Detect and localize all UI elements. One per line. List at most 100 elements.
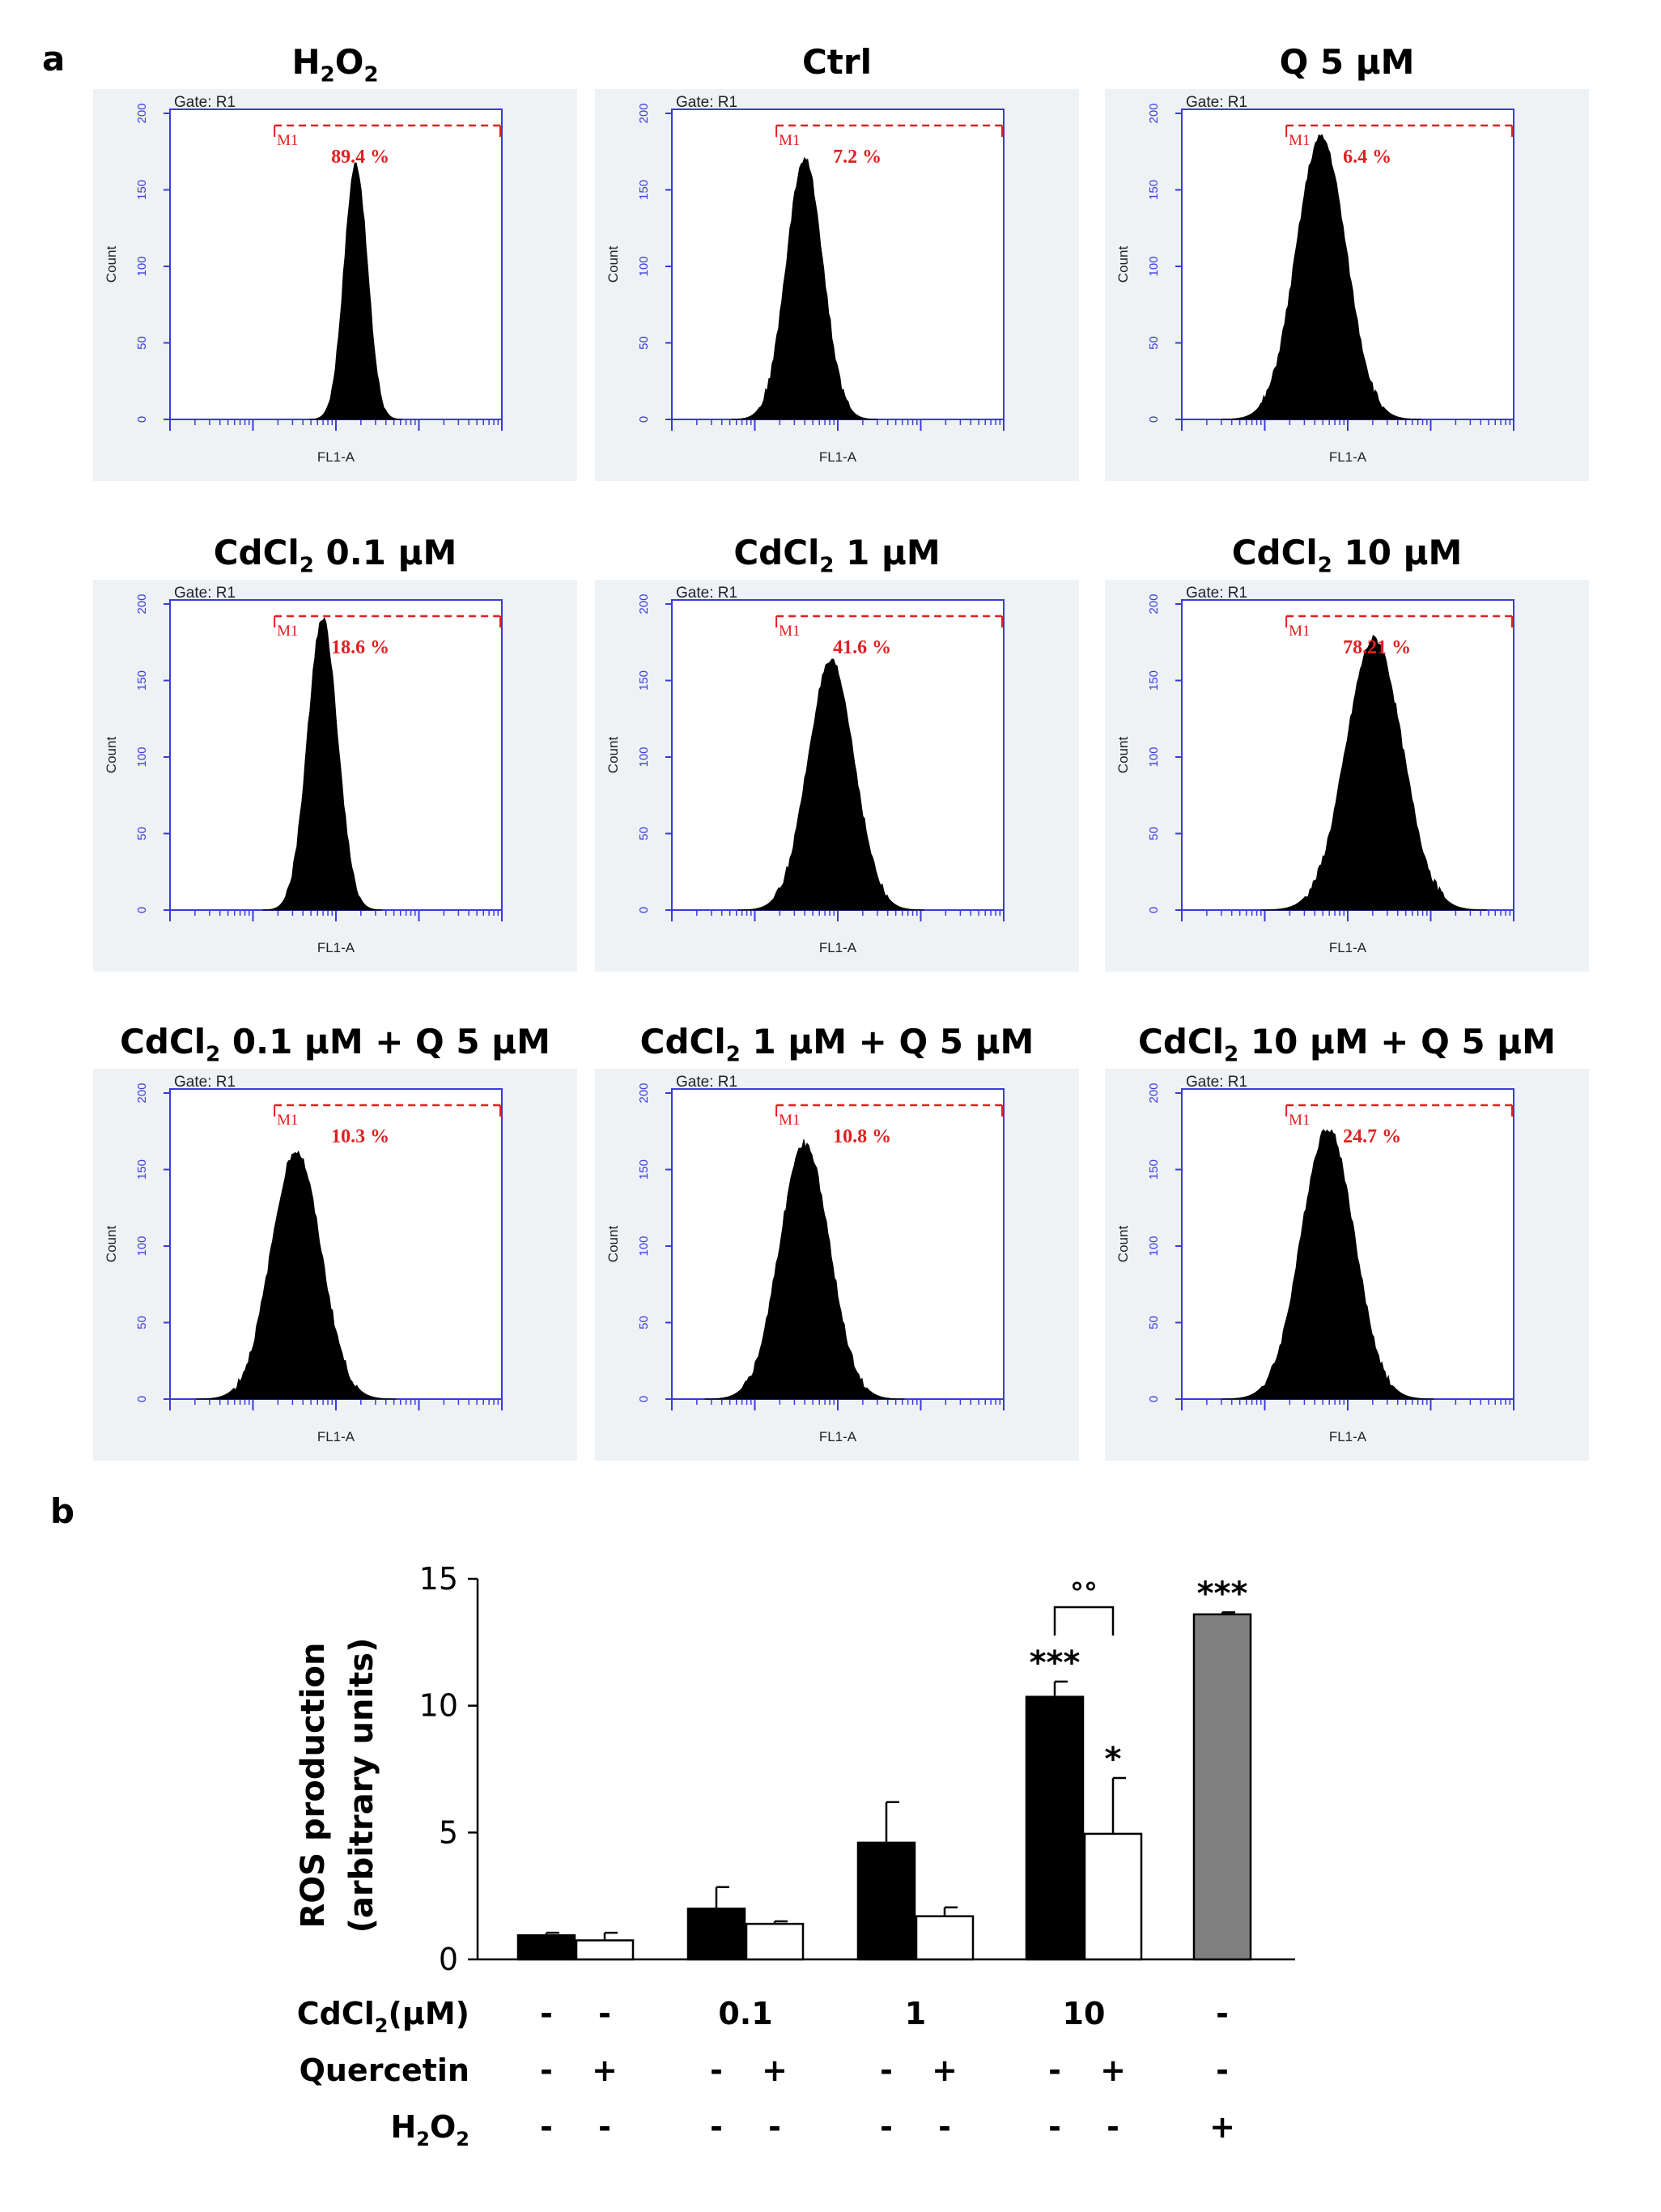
- histogram-plot: Gate: R1 0 50 100 150 200 Count FL1-A M1 78.21 %: [1105, 580, 1589, 972]
- y-tick-label: 150: [1147, 1159, 1161, 1180]
- percent-label: 7.2 %: [833, 147, 881, 168]
- row-value: +: [932, 2052, 958, 2088]
- y-tick-label: 50: [637, 1316, 651, 1329]
- histogram-svg: Gate: R1 0 50 100 150 200 Count FL1-A M1 7.2 %: [605, 94, 1005, 465]
- y-tick-label: 100: [1147, 1236, 1161, 1256]
- marker-label: M1: [1289, 132, 1310, 149]
- percent-label: 41.6 %: [833, 637, 891, 658]
- y-tick-label: 150: [637, 670, 651, 691]
- histogram-plot: Gate: R1 0 50 100 150 200 Count FL1-A M1 7.2 %: [595, 89, 1079, 481]
- histogram-cell: CdCl2 0.1 µM Gate: R1 0 50 100 150 200 Count FL1…: [93, 533, 577, 974]
- histogram-plot: Gate: R1 0 50 100 150 200 Count FL1-A M1 89.4 %: [93, 89, 577, 481]
- row-value: +: [592, 2052, 618, 2088]
- y-tick-label: 50: [135, 827, 149, 840]
- row-value: +: [762, 2052, 788, 2088]
- percent-label: 24.7 %: [1343, 1126, 1401, 1147]
- y-tick-label: 100: [1147, 256, 1161, 276]
- row-value: 0.1: [718, 1996, 772, 2031]
- marker-label: M1: [1289, 1112, 1310, 1129]
- histogram-cell: Ctrl Gate: R1 0 50 100 150 200 Count FL1-A M1 7.2 …: [595, 42, 1079, 483]
- y-tick-label: 200: [1147, 1083, 1161, 1103]
- histogram-svg: Gate: R1 0 50 100 150 200 Count FL1-A M1 24.7 %: [1115, 1074, 1514, 1444]
- x-axis-label: FL1-A: [317, 449, 355, 465]
- y-tick-label: 50: [135, 1316, 149, 1329]
- histogram-plot: Gate: R1 0 50 100 150 200 Count FL1-A M1 10.8 %: [595, 1069, 1079, 1461]
- y-axis-label: Count: [1115, 246, 1131, 283]
- row-label: Quercetin: [299, 2052, 469, 2088]
- histogram-title: CdCl2 1 µM: [733, 533, 941, 578]
- histogram-peak: [704, 1139, 905, 1400]
- histogram-peak: [1221, 1129, 1434, 1400]
- y-tick-label: 50: [637, 336, 651, 350]
- row-value: -: [710, 2109, 723, 2145]
- x-axis-label: FL1-A: [1329, 449, 1367, 465]
- row-value: -: [540, 2052, 553, 2088]
- histogram-plot: Gate: R1 0 50 100 150 200 Count FL1-A M1 18.6 %: [93, 580, 577, 972]
- y-tick-label: 150: [135, 670, 149, 691]
- histogram-svg: Gate: R1 0 50 100 150 200 Count FL1-A M1 89.4 %: [104, 94, 503, 465]
- y-axis-label: Count: [605, 737, 621, 774]
- y-tick-label: 100: [135, 256, 149, 276]
- x-axis-label: FL1-A: [317, 940, 355, 955]
- row-value: +: [1209, 2109, 1235, 2145]
- histogram-peak: [731, 156, 878, 420]
- gate-label: Gate: R1: [174, 94, 236, 111]
- row-value: -: [710, 2052, 723, 2088]
- comparison-bracket: [1053, 1606, 1115, 1636]
- bar: [686, 1908, 746, 1961]
- y-tick-label: 0: [1147, 907, 1161, 913]
- y-tick-label: 50: [1147, 336, 1161, 350]
- x-axis-label: FL1-A: [1329, 1429, 1367, 1444]
- y-tick-label: 0: [439, 1942, 458, 1977]
- row-value: -: [598, 1996, 611, 2031]
- histogram-cell: H2O2 Gate: R1 0 50 100 150 200 Count FL1-A M1 89.4…: [93, 42, 577, 483]
- histogram-svg: Gate: R1 0 50 100 150 200 Count FL1-A M1 10.3 %: [104, 1074, 503, 1444]
- bar: [915, 1915, 975, 1961]
- y-tick-label: 0: [135, 416, 149, 423]
- histogram-peak: [1221, 134, 1421, 420]
- marker-label: M1: [1289, 623, 1310, 640]
- row-value: 1: [905, 1996, 926, 2031]
- histogram-svg: Gate: R1 0 50 100 150 200 Count FL1-A M1 18.6 %: [104, 585, 503, 955]
- y-axis-label: Count: [605, 246, 621, 283]
- y-tick-label: 150: [135, 1159, 149, 1180]
- row-value: -: [598, 2109, 611, 2145]
- row-value: -: [880, 2052, 893, 2088]
- y-tick-label: 200: [135, 103, 149, 123]
- marker-label: M1: [779, 1112, 800, 1129]
- row-value: -: [1216, 2052, 1229, 2088]
- panel-a-letter: a: [42, 39, 66, 79]
- histogram-title: Ctrl: [801, 42, 872, 82]
- y-tick-label: 200: [637, 1083, 651, 1103]
- marker-label: M1: [277, 132, 298, 149]
- percent-label: 6.4 %: [1343, 147, 1391, 168]
- y-tick-label: 150: [637, 180, 651, 200]
- y-axis-label: Count: [104, 246, 119, 283]
- significance-label: ***: [1197, 1575, 1248, 1612]
- gate-label: Gate: R1: [174, 1074, 236, 1091]
- histogram-svg: Gate: R1 0 50 100 150 200 Count FL1-A M1 78.21 %: [1115, 585, 1514, 955]
- row-value: -: [768, 2109, 781, 2145]
- histogram-title: CdCl2 10 µM + Q 5 µM: [1138, 1022, 1556, 1067]
- row-value: -: [880, 2109, 893, 2145]
- histogram-plot: Gate: R1 0 50 100 150 200 Count FL1-A M1 10.3 %: [93, 1069, 577, 1461]
- histogram-title: CdCl2 10 µM: [1231, 533, 1463, 578]
- y-tick-label: 200: [1147, 593, 1161, 614]
- percent-label: 10.3 %: [331, 1126, 389, 1147]
- y-tick-label: 0: [135, 907, 149, 913]
- significance-label: *: [1105, 1741, 1122, 1778]
- y-tick-label: 150: [135, 180, 149, 200]
- y-tick-label: 50: [1147, 1316, 1161, 1329]
- y-tick-label: 200: [1147, 103, 1161, 123]
- histogram-plot: Gate: R1 0 50 100 150 200 Count FL1-A M1 6.4 %: [1105, 89, 1589, 481]
- y-tick-label: 0: [637, 1396, 651, 1402]
- bar: [1083, 1832, 1143, 1961]
- y-tick-label: 100: [135, 747, 149, 767]
- y-tick-label: 200: [637, 103, 651, 123]
- y-axis-label: Count: [605, 1226, 621, 1263]
- y-tick-label: 0: [637, 416, 651, 423]
- y-tick-label: 150: [637, 1159, 651, 1180]
- gate-label: Gate: R1: [1186, 585, 1247, 602]
- histogram-peak: [1260, 634, 1488, 911]
